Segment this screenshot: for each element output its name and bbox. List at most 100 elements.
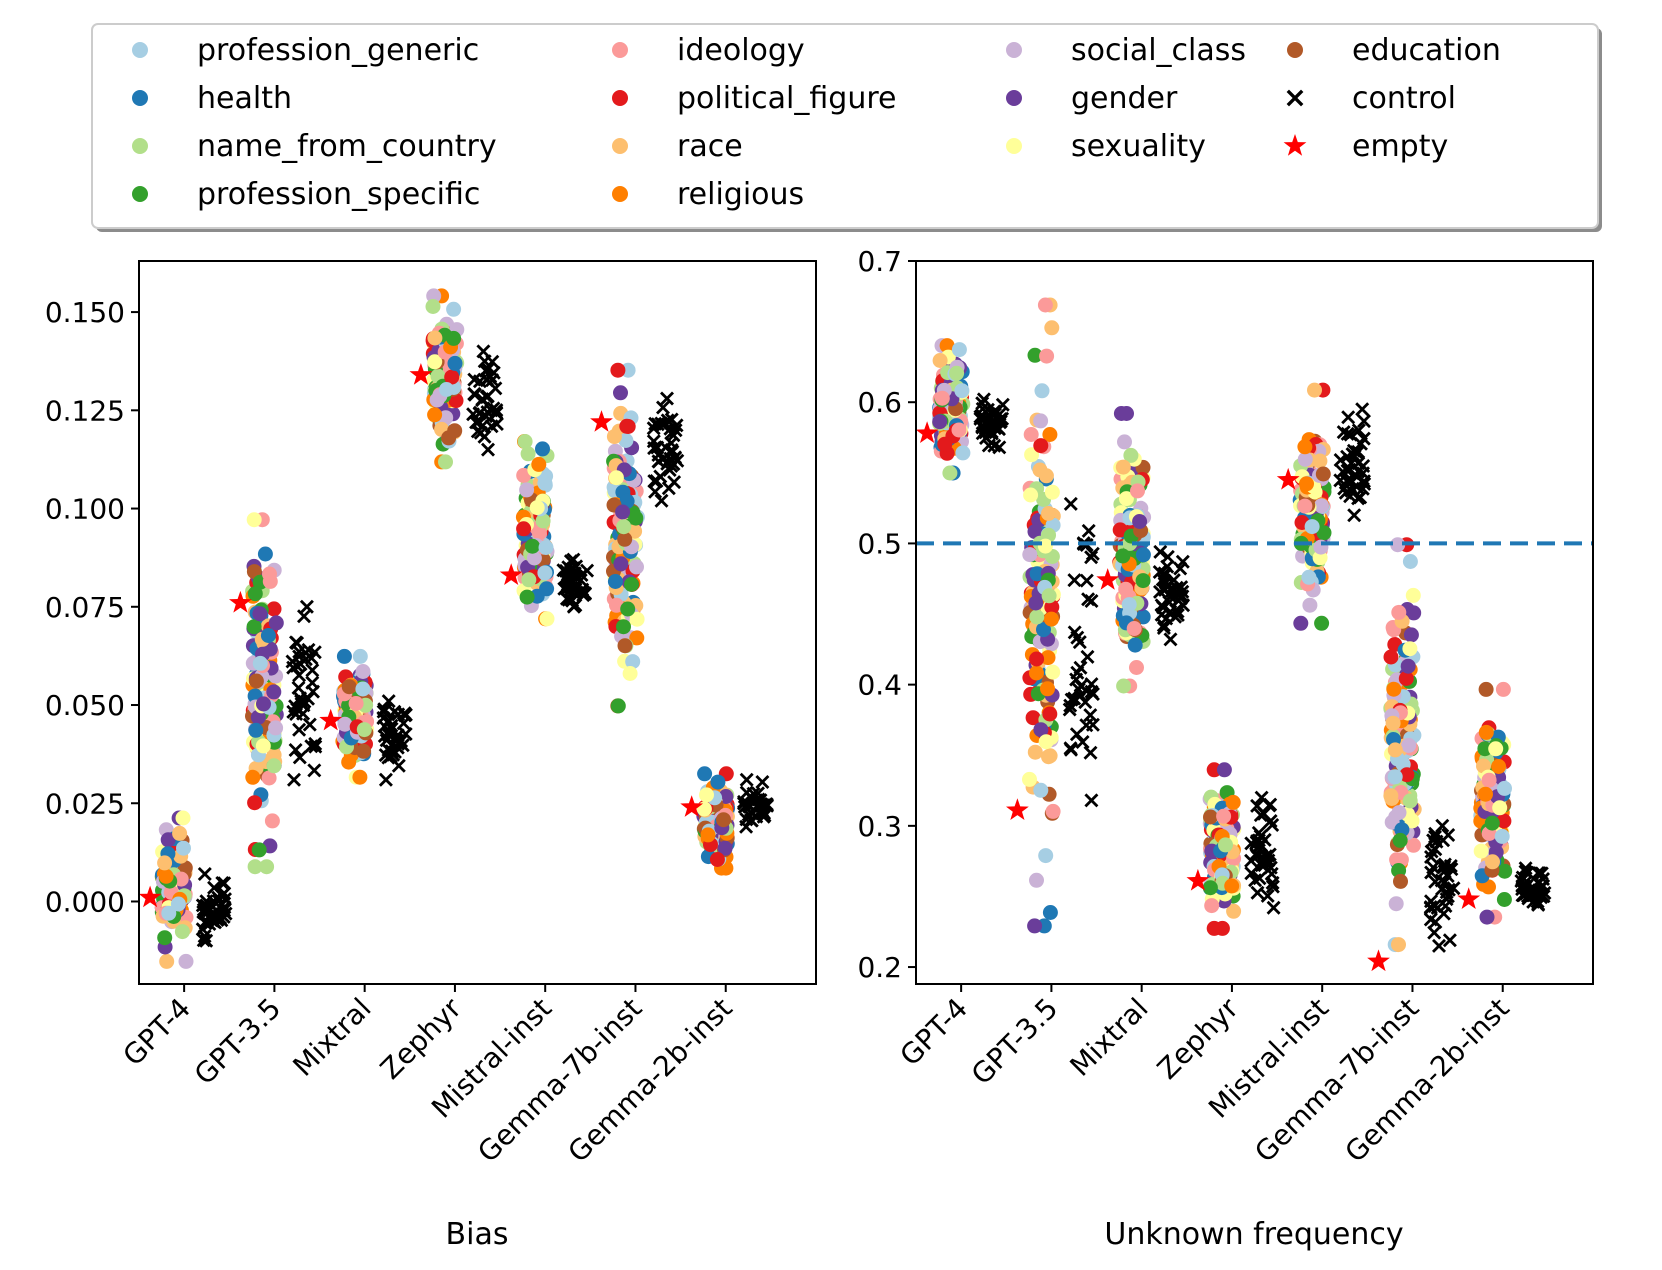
category-point [1034, 383, 1050, 399]
category-point [1497, 863, 1513, 879]
legend-label: empty [1352, 129, 1448, 164]
category-point [1029, 872, 1044, 888]
category-point [1042, 706, 1058, 722]
category-point [262, 566, 277, 582]
category-point [1218, 837, 1233, 853]
category-point [1027, 744, 1043, 760]
legend-box [91, 23, 1599, 229]
category-point [1478, 786, 1493, 802]
category-point [1116, 678, 1132, 694]
category-point [355, 664, 371, 679]
category-point [1224, 878, 1240, 894]
category-point [526, 550, 542, 566]
category-point [617, 531, 633, 547]
category-point [264, 813, 280, 829]
category-point [709, 852, 725, 867]
category-point [178, 953, 194, 969]
category-point [1391, 805, 1407, 821]
category-point [1216, 762, 1232, 778]
category-point [159, 953, 175, 969]
category-point [1393, 873, 1408, 889]
category-point [427, 407, 443, 423]
category-point [1027, 347, 1043, 363]
category-point [1117, 434, 1132, 450]
control-point [305, 663, 320, 678]
category-point [955, 445, 971, 461]
category-point [934, 390, 950, 406]
y-tick-label: 0.3 [857, 810, 902, 843]
legend-entry: gender [1006, 81, 1178, 116]
y-tick-label: 0.050 [45, 689, 125, 722]
x-tick-label: GPT-4 [893, 992, 974, 1073]
category-point [256, 696, 271, 712]
category-point [174, 924, 190, 940]
category-point [1473, 843, 1489, 859]
category-point [1029, 651, 1045, 667]
unknown-frequency-axes-frame [915, 260, 1594, 985]
category-point [1041, 588, 1057, 604]
category-point [1398, 671, 1414, 686]
category-point [1391, 937, 1406, 953]
category-point [257, 546, 273, 562]
legend-marker-dot [132, 42, 148, 58]
category-point [932, 353, 948, 368]
category-point [697, 766, 713, 782]
category-point [1029, 566, 1045, 582]
control-point [197, 867, 212, 881]
legend-marker-dot [132, 90, 148, 106]
category-point [1496, 892, 1512, 907]
category-point [610, 698, 626, 714]
category-point [1485, 854, 1500, 870]
legend-entry: sexuality [1006, 129, 1206, 164]
category-point [949, 365, 965, 381]
category-point [1038, 734, 1054, 750]
category-point [625, 654, 641, 670]
category-point [252, 606, 268, 622]
control-point [1156, 621, 1171, 635]
legend-entry: education [1287, 33, 1501, 68]
category-point [1022, 547, 1038, 563]
category-point [932, 414, 948, 430]
category-point [624, 576, 639, 592]
bias-panel: 0.000 0.025 0.050 0.075 0.100 0.125 0.150 GPT-… [45, 260, 817, 1252]
category-point [1042, 905, 1058, 920]
category-point [1040, 681, 1055, 697]
y-tick-label: 0.075 [45, 591, 125, 624]
legend-label: health [197, 81, 292, 116]
category-point [1226, 903, 1242, 919]
unknown-frequency-y-ticks: 0.2 0.3 0.4 0.5 0.6 0.7 [857, 245, 916, 984]
category-point [266, 758, 282, 774]
category-point [1119, 406, 1134, 421]
legend-entry: health [132, 81, 292, 116]
category-point [1302, 597, 1318, 613]
legend-label: control [1352, 81, 1456, 116]
category-point [1041, 749, 1056, 765]
y-tick-label: 0.2 [857, 951, 902, 984]
legend-label: sexuality [1071, 129, 1206, 164]
legend-marker-dot [612, 90, 628, 106]
category-point [1044, 320, 1060, 336]
legend-label: social_class [1071, 33, 1246, 68]
category-point [608, 470, 624, 486]
category-point [337, 716, 353, 732]
category-point [1494, 828, 1510, 844]
y-tick-label: 0.150 [45, 296, 125, 329]
bias-y-ticks: 0.000 0.025 0.050 0.075 0.100 0.125 0.150 [45, 296, 139, 918]
x-tick-label: Gemma-7b-inst [471, 992, 648, 1169]
category-point [1297, 451, 1313, 467]
category-point [1314, 498, 1329, 514]
unknown-frequency-x-axis-label: Unknown frequency [1104, 1217, 1403, 1252]
category-point [1027, 918, 1043, 934]
control-point [661, 481, 676, 496]
category-point [1037, 538, 1053, 554]
category-point [1036, 622, 1051, 638]
category-point [1040, 650, 1056, 666]
control-point [287, 772, 301, 787]
control-point [1064, 742, 1078, 757]
category-point [1405, 587, 1421, 603]
bias-x-axis-label: Bias [446, 1217, 509, 1252]
category-point [176, 840, 191, 856]
